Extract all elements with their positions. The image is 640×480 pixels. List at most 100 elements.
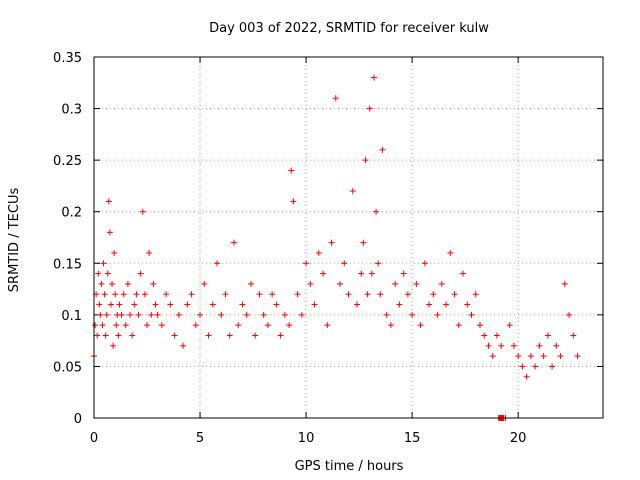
data-point bbox=[332, 95, 339, 102]
data-point bbox=[113, 322, 120, 329]
data-point bbox=[519, 363, 526, 370]
data-point bbox=[544, 332, 551, 339]
data-point bbox=[421, 260, 428, 267]
data-point bbox=[379, 146, 386, 153]
data-point bbox=[540, 353, 547, 360]
data-point bbox=[362, 157, 369, 164]
data-point bbox=[101, 291, 108, 298]
data-point bbox=[171, 332, 178, 339]
data-point bbox=[144, 322, 151, 329]
data-point bbox=[105, 198, 112, 205]
data-point bbox=[175, 311, 182, 318]
data-point bbox=[139, 208, 146, 215]
data-point bbox=[239, 301, 246, 308]
data-point bbox=[472, 291, 479, 298]
data-point bbox=[277, 332, 284, 339]
data-point bbox=[455, 322, 462, 329]
data-point bbox=[290, 198, 297, 205]
y-axis-label: SRMTID / TECUs bbox=[7, 188, 22, 293]
data-point bbox=[396, 301, 403, 308]
data-point bbox=[294, 291, 301, 298]
data-point bbox=[148, 311, 155, 318]
data-point bbox=[226, 332, 233, 339]
data-point bbox=[377, 291, 384, 298]
data-point bbox=[553, 342, 560, 349]
data-point bbox=[468, 311, 475, 318]
data-point bbox=[92, 322, 99, 329]
data-point bbox=[256, 291, 263, 298]
data-point bbox=[135, 311, 142, 318]
data-point bbox=[167, 301, 174, 308]
data-point bbox=[152, 301, 159, 308]
data-point bbox=[214, 260, 221, 267]
data-point bbox=[549, 363, 556, 370]
data-point bbox=[451, 291, 458, 298]
data-point bbox=[510, 342, 517, 349]
y-tick-label: 0.2 bbox=[61, 206, 82, 221]
data-point bbox=[320, 270, 327, 277]
data-point bbox=[146, 249, 153, 256]
data-point bbox=[129, 332, 136, 339]
data-point bbox=[205, 332, 212, 339]
data-point bbox=[286, 322, 293, 329]
data-point bbox=[426, 301, 433, 308]
data-point bbox=[107, 301, 114, 308]
data-point bbox=[150, 280, 157, 287]
data-point bbox=[98, 280, 105, 287]
data-point bbox=[392, 280, 399, 287]
data-point bbox=[158, 322, 165, 329]
data-point bbox=[260, 311, 267, 318]
data-point bbox=[197, 311, 204, 318]
data-point bbox=[94, 332, 101, 339]
y-tick-label: 0.05 bbox=[53, 360, 82, 375]
chart-title: Day 003 of 2022, SRMTID for receiver kul… bbox=[209, 21, 489, 36]
data-point bbox=[574, 353, 581, 360]
y-tick-label: 0.1 bbox=[61, 309, 82, 324]
data-point bbox=[368, 270, 375, 277]
data-point bbox=[201, 280, 208, 287]
data-point bbox=[481, 332, 488, 339]
data-point bbox=[116, 301, 123, 308]
data-point bbox=[557, 353, 564, 360]
data-point bbox=[180, 342, 187, 349]
data-point bbox=[337, 280, 344, 287]
data-point bbox=[243, 311, 250, 318]
data-point bbox=[247, 280, 254, 287]
data-point bbox=[409, 311, 416, 318]
data-point bbox=[358, 270, 365, 277]
data-point bbox=[506, 322, 513, 329]
data-point bbox=[111, 249, 118, 256]
data-point bbox=[124, 280, 131, 287]
data-point bbox=[120, 291, 127, 298]
data-point bbox=[370, 74, 377, 81]
data-point bbox=[523, 373, 530, 380]
data-point bbox=[536, 342, 543, 349]
data-point bbox=[498, 342, 505, 349]
data-point bbox=[230, 239, 237, 246]
data-point bbox=[133, 291, 140, 298]
data-point bbox=[97, 311, 104, 318]
data-point bbox=[383, 311, 390, 318]
data-point bbox=[364, 291, 371, 298]
data-point bbox=[527, 353, 534, 360]
data-point bbox=[532, 363, 539, 370]
data-point bbox=[112, 291, 119, 298]
data-point bbox=[328, 239, 335, 246]
data-point bbox=[96, 301, 103, 308]
data-point bbox=[561, 280, 568, 287]
data-point bbox=[476, 322, 483, 329]
data-point bbox=[515, 353, 522, 360]
data-point bbox=[375, 260, 382, 267]
data-point bbox=[103, 311, 110, 318]
data-point bbox=[366, 105, 373, 112]
data-point bbox=[307, 280, 314, 287]
x-tick-label: 10 bbox=[298, 431, 315, 446]
data-point bbox=[345, 291, 352, 298]
grid bbox=[94, 57, 603, 418]
x-axis-label: GPS time / hours bbox=[295, 459, 404, 474]
data-point bbox=[373, 208, 380, 215]
y-tick-label: 0.25 bbox=[53, 154, 82, 169]
data-point bbox=[218, 311, 225, 318]
data-point bbox=[273, 301, 280, 308]
